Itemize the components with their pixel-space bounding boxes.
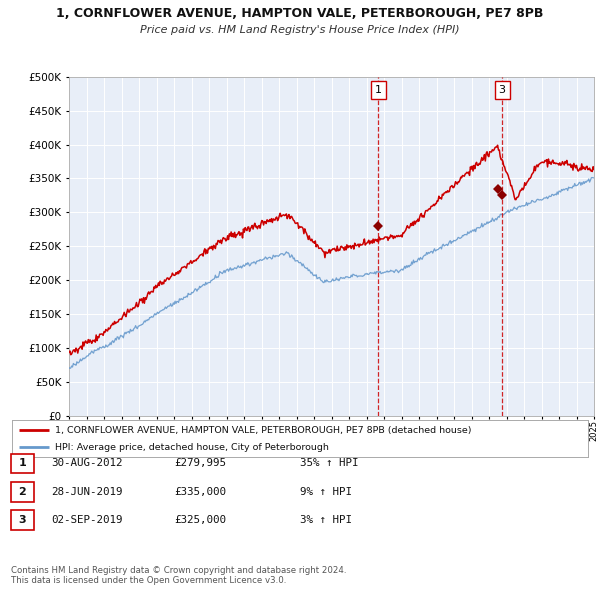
Text: 3% ↑ HPI: 3% ↑ HPI	[300, 515, 352, 525]
Text: 30-AUG-2012: 30-AUG-2012	[51, 458, 122, 468]
Text: 2: 2	[19, 487, 26, 497]
Text: 9% ↑ HPI: 9% ↑ HPI	[300, 487, 352, 497]
Text: £325,000: £325,000	[174, 515, 226, 525]
Text: This data is licensed under the Open Government Licence v3.0.: This data is licensed under the Open Gov…	[11, 576, 286, 585]
Text: 28-JUN-2019: 28-JUN-2019	[51, 487, 122, 497]
Text: 35% ↑ HPI: 35% ↑ HPI	[300, 458, 359, 468]
Text: 1: 1	[375, 86, 382, 95]
Text: HPI: Average price, detached house, City of Peterborough: HPI: Average price, detached house, City…	[55, 442, 329, 452]
Text: 3: 3	[19, 515, 26, 525]
Text: Price paid vs. HM Land Registry's House Price Index (HPI): Price paid vs. HM Land Registry's House …	[140, 25, 460, 35]
Text: 3: 3	[499, 86, 506, 95]
Text: 1, CORNFLOWER AVENUE, HAMPTON VALE, PETERBOROUGH, PE7 8PB (detached house): 1, CORNFLOWER AVENUE, HAMPTON VALE, PETE…	[55, 425, 472, 435]
Text: £279,995: £279,995	[174, 458, 226, 468]
Text: 1: 1	[19, 458, 26, 468]
Text: £335,000: £335,000	[174, 487, 226, 497]
Text: 1, CORNFLOWER AVENUE, HAMPTON VALE, PETERBOROUGH, PE7 8PB: 1, CORNFLOWER AVENUE, HAMPTON VALE, PETE…	[56, 7, 544, 20]
Text: 02-SEP-2019: 02-SEP-2019	[51, 515, 122, 525]
Text: Contains HM Land Registry data © Crown copyright and database right 2024.: Contains HM Land Registry data © Crown c…	[11, 566, 346, 575]
